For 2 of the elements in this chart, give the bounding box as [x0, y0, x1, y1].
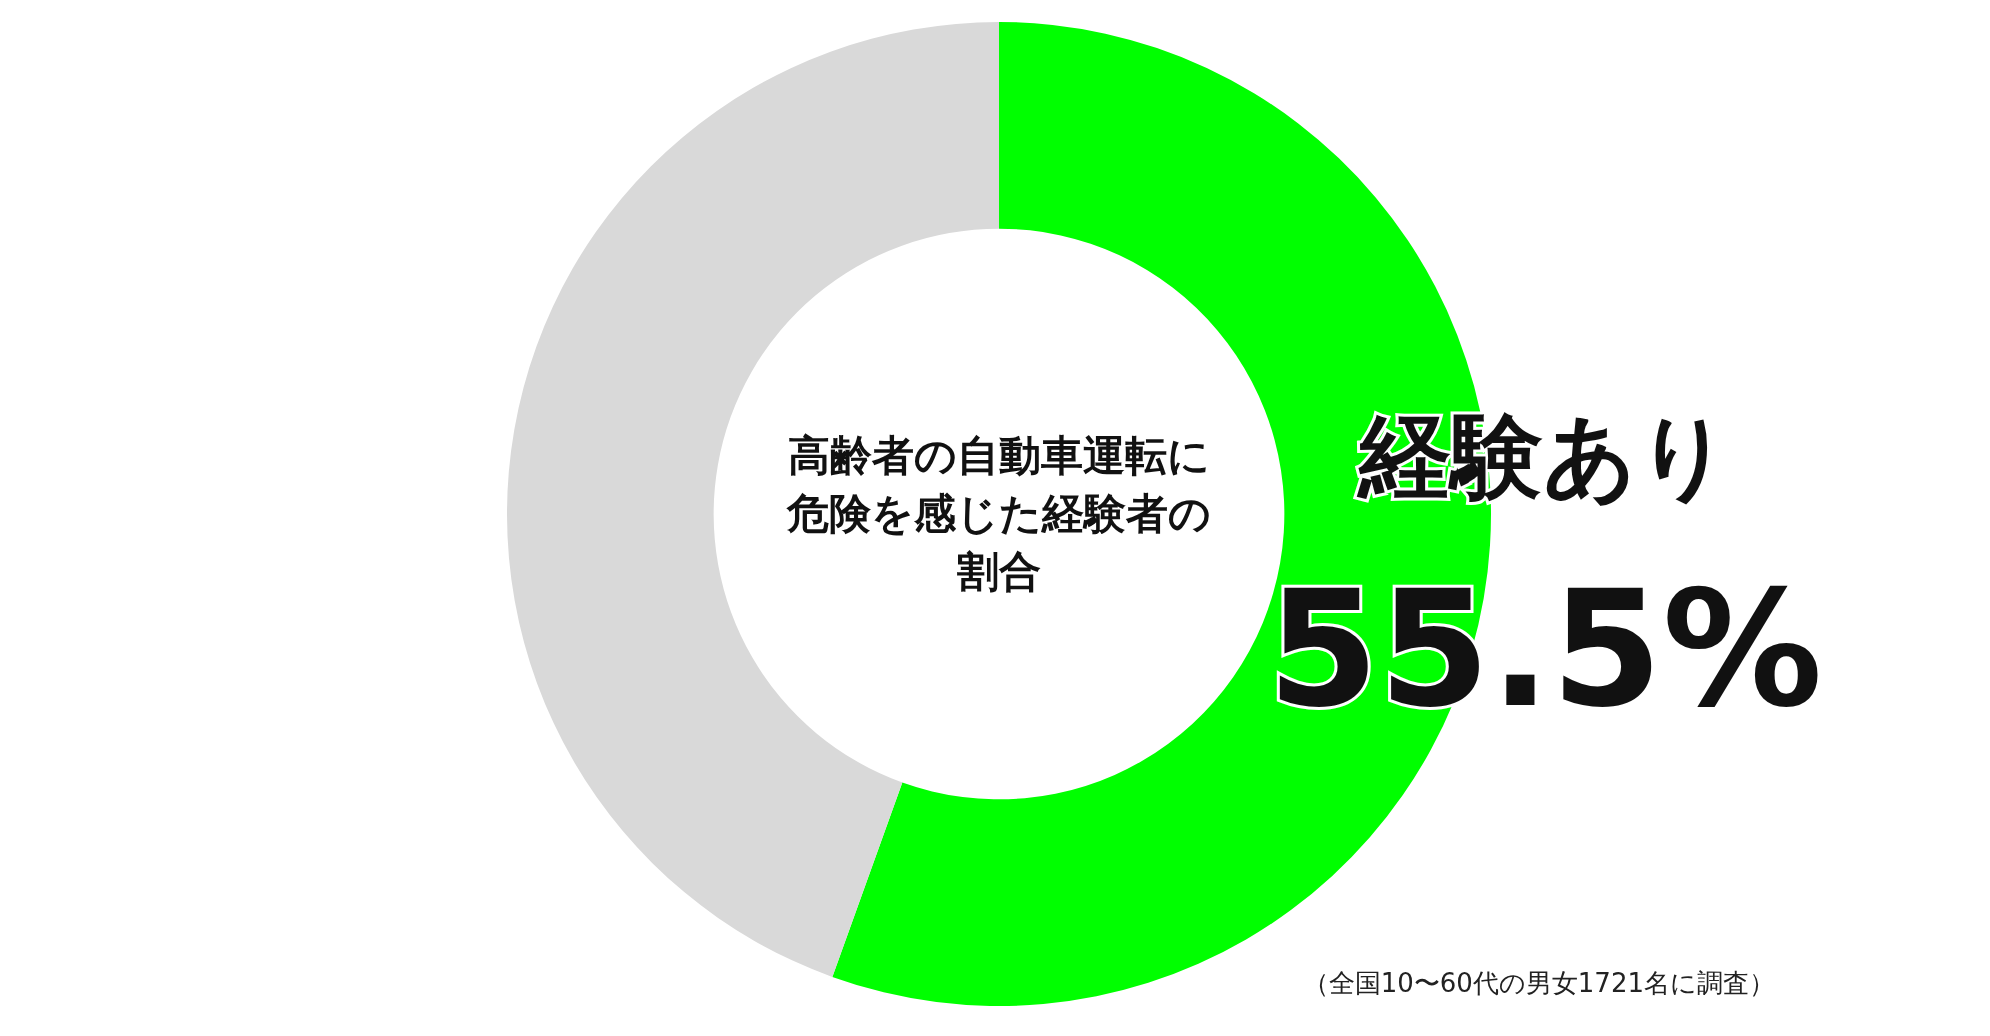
text: 高齢者の自動車運転に危険を感じた経験者の割合 [785, 430, 1212, 598]
text: （全国10〜60代の男女1721名に調査） [1302, 968, 1775, 998]
